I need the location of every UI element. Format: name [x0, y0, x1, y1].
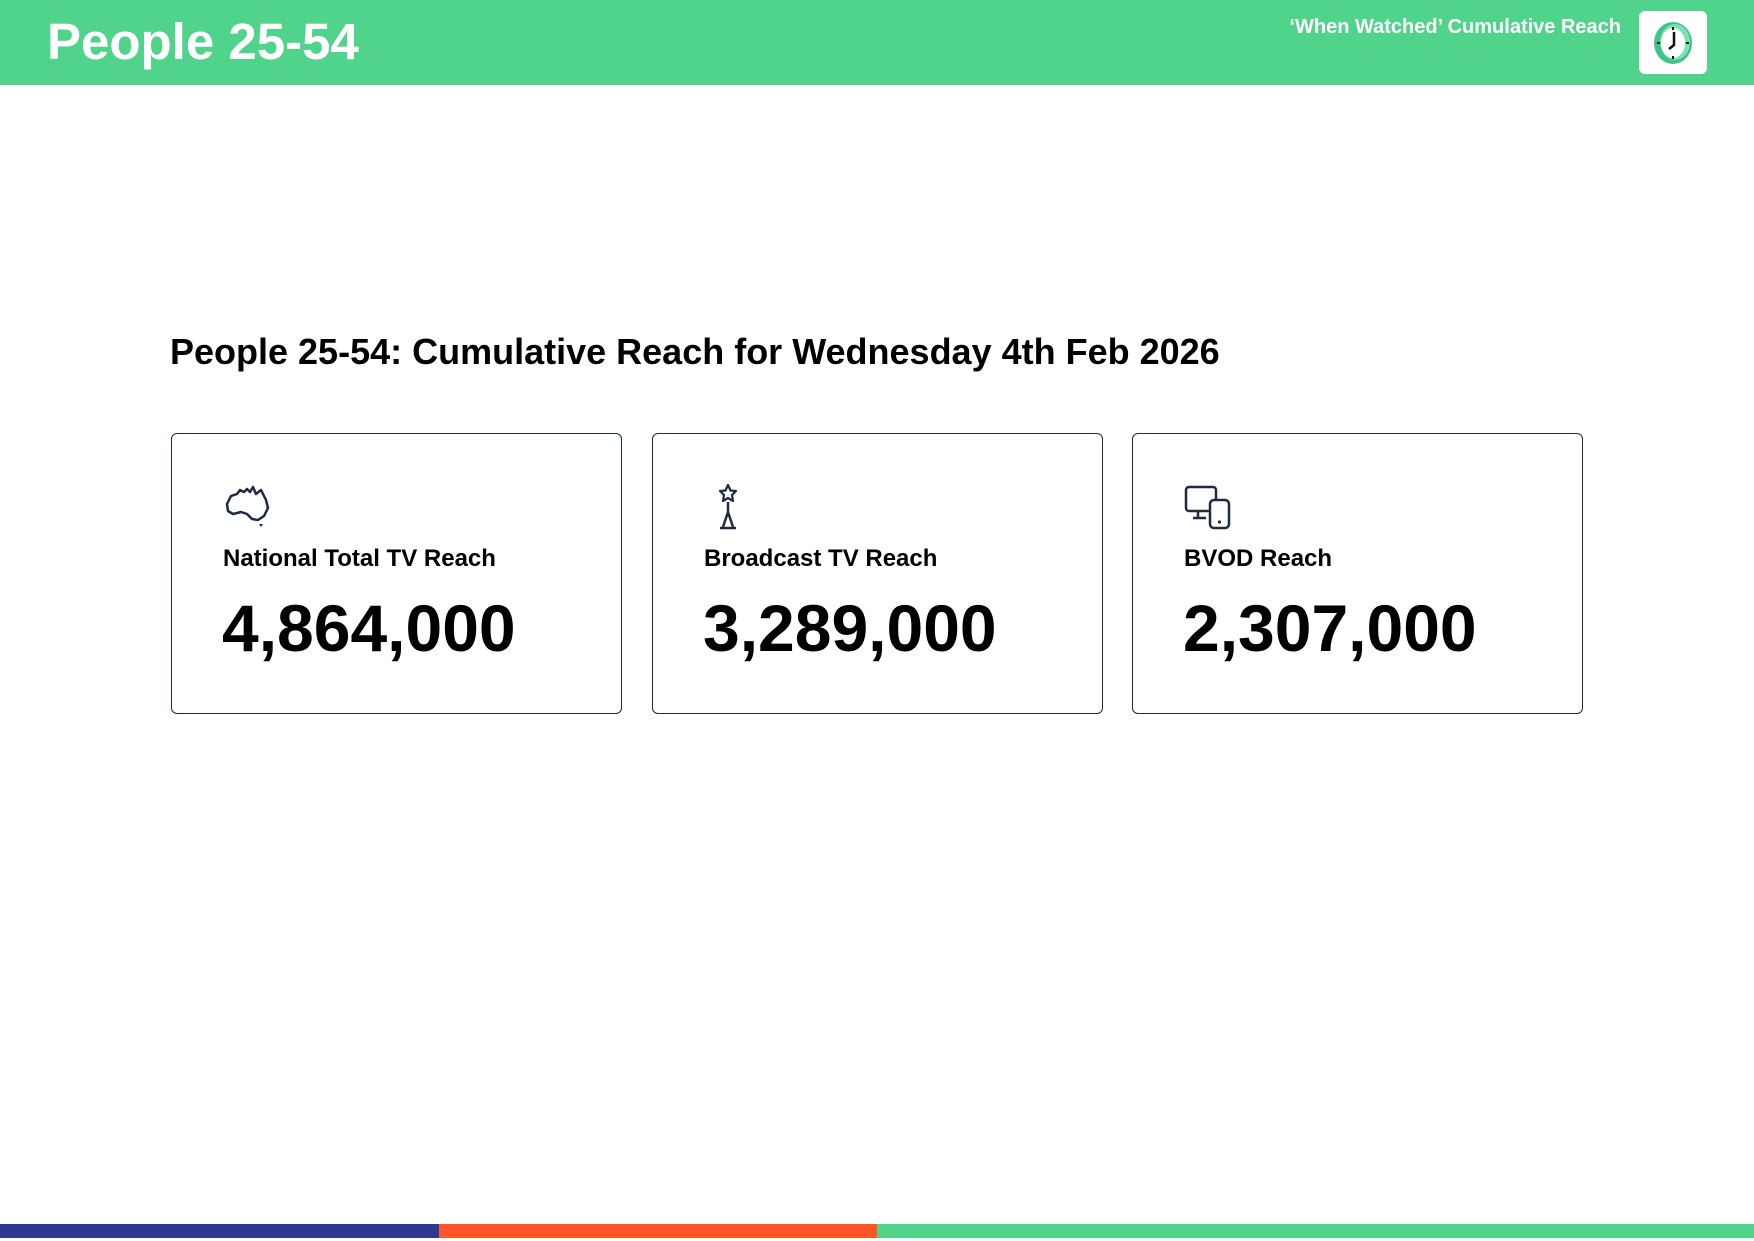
card-value: 2,307,000 [1183, 591, 1477, 665]
section-heading: People 25-54: Cumulative Reach for Wedne… [170, 331, 1220, 372]
broadcast-tower-icon [718, 484, 738, 530]
national-total-tv-reach-card: National Total TV Reach 4,864,000 [171, 433, 622, 714]
clock-logo [1639, 11, 1707, 74]
page-title: People 25-54 [47, 13, 359, 70]
footer-stripe-navy [0, 1224, 439, 1238]
card-label: Broadcast TV Reach [704, 545, 938, 572]
report-subtitle: ‘When Watched’ Cumulative Reach [1289, 16, 1621, 38]
header-bar: People 25-54 ‘When Watched’ Cumulative R… [0, 0, 1754, 85]
card-label: National Total TV Reach [223, 545, 496, 572]
bvod-reach-card: BVOD Reach 2,307,000 [1132, 433, 1583, 714]
footer-stripe-orange [439, 1224, 877, 1238]
card-value: 4,864,000 [222, 591, 516, 665]
footer-stripe-green [877, 1224, 1754, 1238]
card-value: 3,289,000 [703, 591, 997, 665]
devices-icon [1184, 485, 1231, 530]
broadcast-tv-reach-card: Broadcast TV Reach 3,289,000 [652, 433, 1103, 714]
australia-map-icon [225, 485, 270, 527]
clock-icon [1654, 21, 1692, 64]
card-label: BVOD Reach [1184, 545, 1333, 572]
